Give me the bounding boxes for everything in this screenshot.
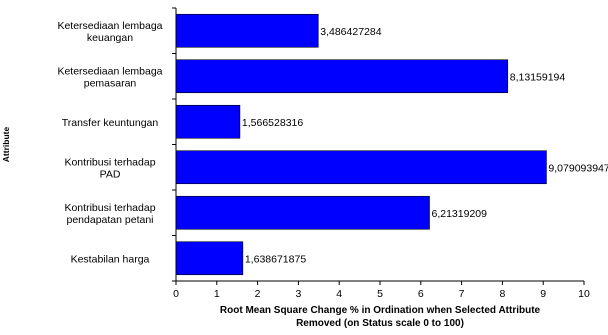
data-labels: 3,486427284 8,13159194 1,566528316 9,079093… [242,26,608,266]
category-label-2: Ketersediaan lembaga pemasaran [57,65,162,89]
x-tick-label-6: 6 [418,288,424,300]
data-label-4: 9,079093947 [548,162,608,174]
x-tick-label-7: 7 [459,288,465,300]
y-axis-title: Attribute [1,127,11,163]
category-label-4: Kontribusi terhadap PAD [64,156,155,180]
bar-2 [175,59,509,94]
bar-group [175,13,547,276]
bar-3 [175,104,241,139]
bar-5 [175,195,430,230]
category-labels: Ketersediaan lembaga keuangan Ketersediaan… [57,20,162,266]
x-tick-label-8: 8 [499,288,505,300]
category-label-1: Ketersediaan lembaga keuangan [57,20,162,44]
data-label-5: 6,21319209 [431,208,487,220]
x-tick-label-2: 2 [255,288,261,300]
data-label-2: 8,13159194 [510,71,566,83]
bar-6 [175,241,244,276]
bar-1 [175,13,319,48]
x-tick-label-5: 5 [377,288,383,300]
data-label-3: 1,566528316 [242,117,303,129]
axes [172,7,585,285]
x-tick-label-3: 3 [295,288,301,300]
bar-4 [175,150,547,185]
x-tick-label-0: 0 [173,288,179,300]
category-label-6: Kestabilan harga [71,253,150,265]
category-label-3: Transfer keuntungan [62,117,159,129]
x-tick-label-4: 4 [336,288,342,300]
category-label-5: Kontribusi terhadap pendapatan petani [64,202,155,226]
x-tick-label-1: 1 [214,288,220,300]
data-label-1: 3,486427284 [320,26,381,38]
x-tick-labels: 0 1 2 3 4 5 6 7 8 9 10 [173,288,590,300]
x-tick-label-9: 9 [540,288,546,300]
x-axis-title-line-1: Root Mean Square Change % in Ordination … [220,305,541,316]
x-tick-label-10: 10 [578,288,590,300]
data-label-6: 1,638671875 [245,253,306,265]
x-axis-title-line-2: Removed (on Status scale 0 to 100) [296,318,464,329]
